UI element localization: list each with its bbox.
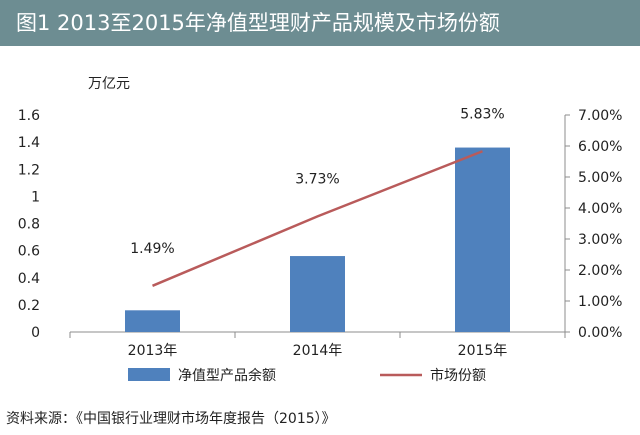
left-tick-label: 0.4: [18, 271, 40, 287]
legend-label-bar: 净值型产品余额: [178, 367, 276, 384]
left-tick-label: 0.8: [18, 217, 40, 233]
right-tick-label: 1.00%: [578, 294, 622, 310]
data-label-bg: [290, 167, 345, 190]
left-tick-label: 1.6: [18, 108, 40, 124]
bar: [125, 310, 180, 332]
data-label: 5.83%: [460, 106, 504, 122]
data-label-bg: [125, 236, 180, 259]
legend-swatch-bar: [128, 368, 170, 381]
left-tick-label: 0.6: [18, 244, 40, 260]
chart-area: 万亿元 0 0.2 0.4 0.6 0.8 1 1.2 1.4 1.6 0.00% 1.00% 2.0…: [0, 60, 640, 405]
combo-chart: 万亿元 0 0.2 0.4 0.6 0.8 1 1.2 1.4 1.6 0.00% 1.00% 2.0…: [18, 76, 623, 384]
right-tick-label: 7.00%: [578, 108, 622, 124]
data-label: 1.49%: [130, 241, 174, 257]
left-tick-label: 1.4: [18, 135, 40, 151]
data-label-bg: [455, 102, 510, 125]
bar: [290, 256, 345, 332]
right-tick-label: 6.00%: [578, 139, 622, 155]
left-tick-label: 1: [31, 189, 40, 205]
category-label: 2015年: [458, 343, 508, 359]
category-label: 2013年: [128, 343, 178, 359]
right-tick-label: 5.00%: [578, 170, 622, 186]
data-label: 3.73%: [295, 171, 339, 187]
right-tick-label: 4.00%: [578, 201, 622, 217]
share-line: [152, 150, 483, 287]
legend-label-line: 市场份额: [430, 367, 486, 384]
right-tick-label: 3.00%: [578, 232, 622, 248]
left-tick-label: 1.2: [18, 162, 40, 178]
left-tick-label: 0: [31, 325, 40, 341]
source-note: 资料来源：《中国银行业理财市场年度报告（2015）》: [6, 411, 336, 427]
y-unit-label: 万亿元: [88, 76, 130, 92]
category-label: 2014年: [293, 343, 343, 359]
left-tick-label: 0.2: [18, 298, 40, 314]
right-tick-label: 0.00%: [578, 325, 622, 341]
right-tick-label: 2.00%: [578, 263, 622, 279]
chart-title: 图1 2013至2015年净值型理财产品规模及市场份额: [0, 0, 640, 46]
bar: [455, 147, 510, 332]
